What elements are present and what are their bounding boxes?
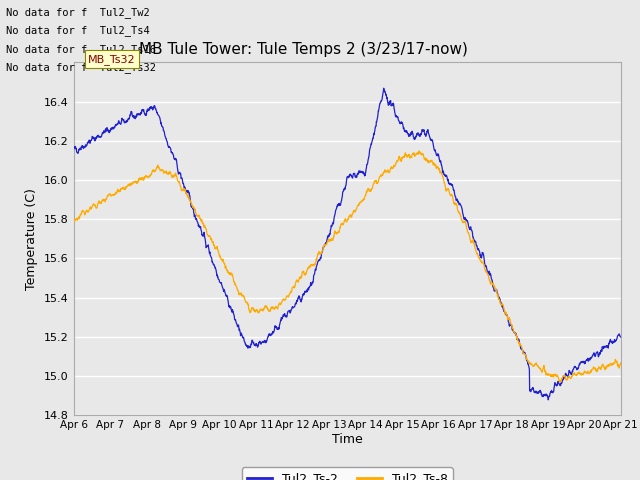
Text: No data for f  Tul2_Tw2: No data for f Tul2_Tw2 <box>6 7 150 18</box>
X-axis label: Time: Time <box>332 433 363 446</box>
Text: MB_Ts32: MB_Ts32 <box>88 54 136 65</box>
Text: No data for f  Tul2_Ts4: No data for f Tul2_Ts4 <box>6 25 150 36</box>
Text: MB Tule Tower: Tule Temps 2 (3/23/17-now): MB Tule Tower: Tule Temps 2 (3/23/17-now… <box>139 42 468 57</box>
Text: No data for f  Tul2_Ts32: No data for f Tul2_Ts32 <box>6 62 156 73</box>
Text: No data for f  Tul2_Ts16: No data for f Tul2_Ts16 <box>6 44 156 55</box>
Legend: Tul2_Ts-2, Tul2_Ts-8: Tul2_Ts-2, Tul2_Ts-8 <box>242 468 452 480</box>
Y-axis label: Temperature (C): Temperature (C) <box>26 188 38 290</box>
